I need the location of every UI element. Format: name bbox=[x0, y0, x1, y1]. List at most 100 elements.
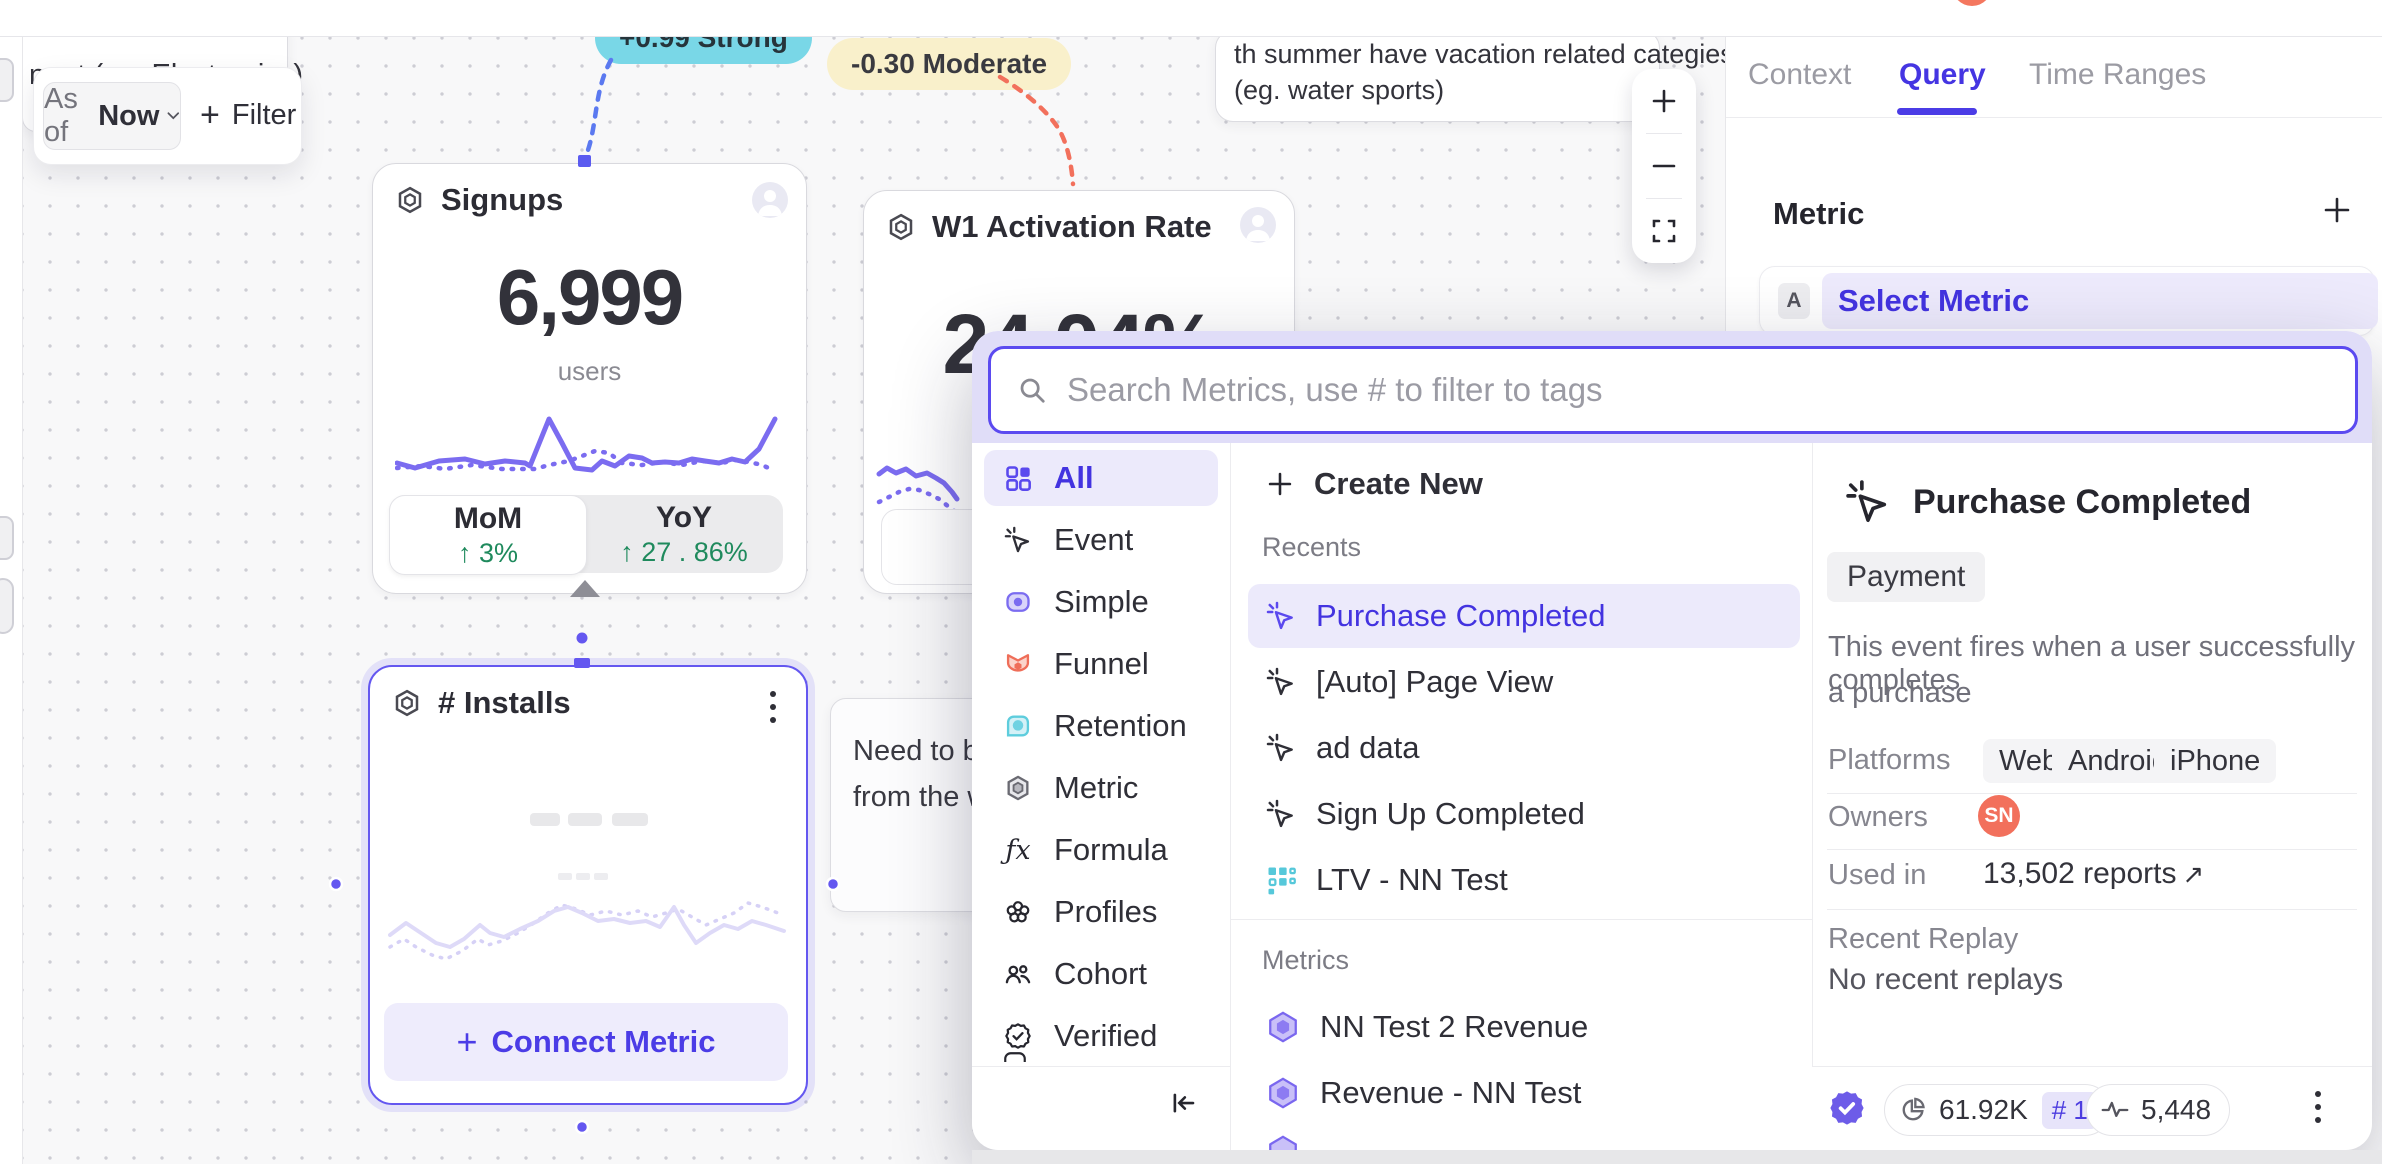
used-in-value: 13,502 reports bbox=[1983, 857, 2177, 890]
metric-item-nn-test-2-revenue[interactable]: NN Test 2 Revenue bbox=[1248, 995, 1800, 1059]
metric-unit: users bbox=[557, 356, 622, 386]
category-label: Metric bbox=[1054, 770, 1139, 805]
connect-metric-button[interactable]: + Connect Metric bbox=[384, 1003, 788, 1081]
active-tab-underline bbox=[1897, 108, 1977, 115]
card-title: Signups bbox=[441, 182, 564, 217]
verified-badge-icon bbox=[1828, 1089, 1866, 1127]
metric-card-signups[interactable]: Signups 6,999 users MoM ↑ 3% YoY ↑ 27 . … bbox=[372, 163, 807, 594]
fit-view-button[interactable] bbox=[1632, 199, 1696, 263]
select-metric-button[interactable]: Select Metric bbox=[1822, 273, 2378, 329]
placeholder-dash bbox=[576, 873, 590, 880]
pulse-icon bbox=[2101, 1101, 2129, 1117]
recent-item-auto-page-view[interactable]: [Auto] Page View bbox=[1248, 650, 1800, 714]
category-label: Simple bbox=[1054, 584, 1149, 619]
platform-chip-android: Android bbox=[2052, 739, 2184, 783]
event-spark-icon bbox=[1266, 799, 1293, 828]
events-stat-pill[interactable]: 5,448 bbox=[2086, 1084, 2231, 1136]
yoy-pill[interactable]: YoY ↑ 27 . 86% bbox=[585, 495, 783, 573]
tab-query[interactable]: Query bbox=[1899, 58, 1986, 91]
create-new-button[interactable]: Create New bbox=[1248, 452, 1800, 516]
note-text-line2: (eg. water sports) bbox=[1234, 75, 1445, 105]
selection-handle-bottom bbox=[574, 1119, 590, 1135]
category-funnel[interactable]: Funnel bbox=[984, 636, 1218, 692]
search-icon bbox=[1020, 378, 1045, 403]
category-event[interactable]: Event bbox=[984, 512, 1218, 568]
modal-footer-kebab-icon[interactable] bbox=[2315, 1091, 2321, 1123]
yoy-label: YoY bbox=[655, 500, 713, 534]
blue-dashed-connector bbox=[582, 57, 614, 161]
placeholder-bar bbox=[530, 813, 560, 826]
placeholder-bar bbox=[612, 813, 648, 826]
category-retention[interactable]: Retention bbox=[984, 698, 1218, 754]
installs-faded-sparkline bbox=[388, 901, 786, 961]
category-label: Funnel bbox=[1054, 646, 1149, 681]
chevron-down-icon bbox=[167, 112, 180, 120]
metric-card-installs[interactable]: # Installs + Connect Metric bbox=[368, 665, 808, 1105]
category-profiles[interactable]: Profiles bbox=[984, 884, 1218, 940]
metric-item-label: Revenue - NN Test bbox=[1320, 1075, 1582, 1110]
comparison-pill-row: MoM ↑ 3% YoY ↑ 27 . 86% bbox=[389, 495, 783, 575]
add-metric-button[interactable] bbox=[2321, 194, 2353, 226]
category-formula[interactable]: ƒx Formula bbox=[984, 822, 1218, 878]
cohort-icon bbox=[1005, 965, 1031, 984]
metric-hexagon-icon bbox=[392, 688, 422, 718]
sticky-note-summer[interactable]: th summer have vacation related categies… bbox=[1215, 30, 1734, 122]
tag-payment[interactable]: Payment bbox=[1827, 552, 1986, 602]
category-cohort[interactable]: Cohort bbox=[984, 946, 1218, 1002]
recent-item-label: LTV - NN Test bbox=[1316, 862, 1508, 897]
page-bottom-strip bbox=[972, 1150, 2382, 1164]
metric-search-input[interactable]: Search Metrics, use # to filter to tags bbox=[988, 346, 2358, 434]
as-of-value: Now bbox=[98, 99, 160, 132]
card-title: W1 Activation Rate bbox=[932, 209, 1212, 244]
events-value: 5,448 bbox=[2141, 1094, 2212, 1125]
recent-replay-label: Recent Replay bbox=[1828, 923, 2019, 955]
add-filter-button[interactable]: + Filter bbox=[200, 82, 296, 148]
recent-item-ltv-nn-test[interactable]: LTV - NN Test bbox=[1248, 848, 1800, 912]
correlation-badge-moderate[interactable]: -0.30 Moderate bbox=[827, 38, 1072, 90]
volume-stat-pill[interactable]: 61.92K # 1 bbox=[1884, 1084, 2111, 1136]
signups-sparkline bbox=[395, 416, 778, 474]
category-verified[interactable]: Verified bbox=[984, 1008, 1218, 1064]
w1-sparkline bbox=[876, 465, 960, 516]
recent-item-label: Sign Up Completed bbox=[1316, 796, 1585, 831]
tab-time-ranges[interactable]: Time Ranges bbox=[2029, 58, 2207, 91]
metric-hexagon-icon bbox=[886, 212, 916, 242]
placeholder-dash bbox=[558, 873, 572, 880]
recent-item-label: ad data bbox=[1316, 730, 1420, 765]
collapse-panel-button[interactable] bbox=[1168, 1088, 1198, 1118]
metric-hexagon-icon bbox=[1007, 775, 1029, 801]
recent-item-sign-up-completed[interactable]: Sign Up Completed bbox=[1248, 782, 1800, 846]
pie-chart-icon bbox=[1902, 1097, 1925, 1121]
selection-handle-left bbox=[328, 876, 344, 892]
metric-row-letter: A bbox=[1778, 283, 1810, 319]
card-menu-kebab-icon[interactable] bbox=[770, 691, 776, 723]
category-label: Profiles bbox=[1054, 894, 1158, 929]
top-chrome-bar bbox=[0, 0, 2382, 37]
yoy-value: ↑ 27 . 86% bbox=[620, 536, 748, 567]
detail-title: Purchase Completed bbox=[1913, 483, 2252, 521]
metric-item-revenue-nn-test[interactable]: Revenue - NN Test bbox=[1248, 1061, 1800, 1125]
recent-item-label: Purchase Completed bbox=[1316, 598, 1606, 633]
search-placeholder: Search Metrics, use # to filter to tags bbox=[1067, 371, 1603, 408]
tab-context[interactable]: Context bbox=[1748, 58, 1852, 91]
recent-item-ad-data[interactable]: ad data bbox=[1248, 716, 1800, 780]
category-simple[interactable]: Simple bbox=[984, 574, 1218, 630]
zoom-in-button[interactable] bbox=[1632, 69, 1696, 133]
owner-avatar-sn[interactable]: SN bbox=[1978, 795, 2020, 837]
category-all[interactable]: All bbox=[984, 450, 1218, 506]
category-metric[interactable]: Metric bbox=[984, 760, 1218, 816]
partial-category-icon bbox=[1002, 1050, 1028, 1062]
avatar bbox=[1240, 207, 1276, 243]
event-spark-icon bbox=[1266, 601, 1293, 630]
verified-seal-icon bbox=[1005, 1023, 1031, 1049]
as-of-dropdown[interactable]: As of Now bbox=[43, 82, 181, 150]
card-title: # Installs bbox=[438, 685, 571, 720]
category-label: Event bbox=[1054, 522, 1134, 557]
zoom-out-button[interactable] bbox=[1632, 134, 1696, 198]
connect-metric-label: Connect Metric bbox=[491, 1024, 716, 1059]
red-dashed-connector bbox=[997, 74, 1076, 187]
used-in-reports-link[interactable]: 13,502 reports ↗ bbox=[1983, 857, 2204, 891]
recent-item-purchase-completed[interactable]: Purchase Completed bbox=[1248, 584, 1800, 648]
mom-pill[interactable]: MoM ↑ 3% bbox=[389, 495, 587, 575]
external-link-arrow-icon: ↗ bbox=[2182, 859, 2205, 889]
